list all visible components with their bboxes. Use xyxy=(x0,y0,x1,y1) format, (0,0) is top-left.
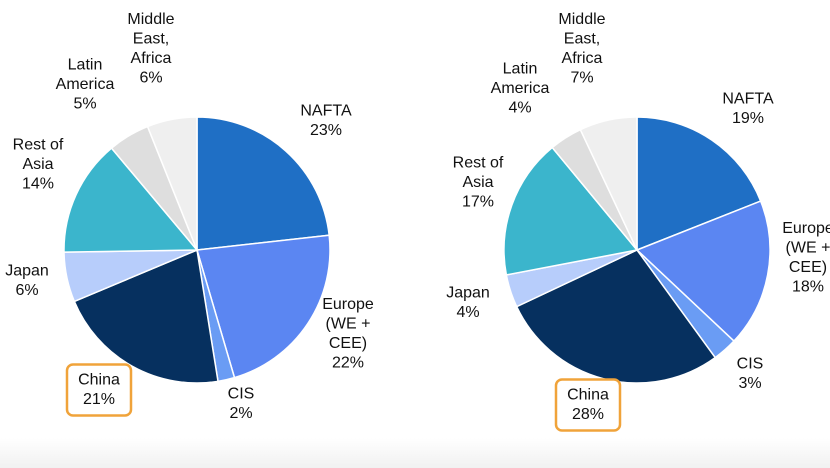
slice-name-line: Rest of xyxy=(453,155,504,172)
slice-label-japan: Japan 6% xyxy=(5,262,49,299)
slice-label-china: China 21% xyxy=(78,371,120,408)
slice-name-line: America xyxy=(491,80,550,97)
pie-slice-rest-of-asia xyxy=(63,147,199,253)
slice-label-europe: Europe (WE + CEE) 18% xyxy=(782,220,830,295)
slice-label-china: China 28% xyxy=(567,386,609,423)
slice-percent: 22% xyxy=(332,354,364,371)
slice-name-line: CIS xyxy=(737,355,764,372)
pie-slice-europe xyxy=(635,200,771,343)
slice-percent: 6% xyxy=(139,69,162,86)
pie-chart-right: NAFTA 19% Europe (WE + CEE) 18% CIS 3% China 28% J… xyxy=(446,11,830,432)
pie-slice-nafta xyxy=(636,116,762,252)
slice-label-nafta: NAFTA 23% xyxy=(300,102,352,139)
slice-name-line: (WE + xyxy=(326,315,371,332)
slice-name-line: CEE) xyxy=(789,259,827,276)
slice-name-line: NAFTA xyxy=(722,90,774,107)
slice-name-line: (WE + xyxy=(786,239,830,256)
slice-label-rest-of-asia: Rest of Asia 14% xyxy=(13,137,64,193)
slice-name-line: Africa xyxy=(562,50,603,67)
slice-name-line: NAFTA xyxy=(300,102,352,119)
slice-label-japan: Japan 4% xyxy=(446,284,490,321)
slice-name-line: Middle xyxy=(127,11,174,28)
slice-label-latin-america: Latin America 4% xyxy=(491,61,550,117)
slice-label-latin-america: Latin America 5% xyxy=(56,57,115,113)
slice-name-line: CIS xyxy=(228,385,255,402)
pie-slice-rest-of-asia xyxy=(503,146,639,276)
slice-name-line: Latin xyxy=(503,61,538,78)
slice-percent: 28% xyxy=(572,406,604,423)
slice-percent: 7% xyxy=(570,69,593,86)
pie-slice-middle-east-africa xyxy=(579,116,638,251)
slice-name-line: Africa xyxy=(131,50,172,67)
slice-name-line: Middle xyxy=(558,11,605,28)
slice-label-middle-east-africa: Middle East, Africa 7% xyxy=(558,11,605,87)
pie-slice-europe xyxy=(196,234,331,379)
slice-name-line: China xyxy=(78,371,120,388)
slice-name-line: Latin xyxy=(68,57,103,74)
slice-percent: 17% xyxy=(462,194,494,211)
slice-percent: 2% xyxy=(229,405,252,422)
slice-name-line: CEE) xyxy=(329,335,367,352)
slice-name-line: Rest of xyxy=(13,137,64,154)
slice-label-cis: CIS 2% xyxy=(228,385,255,422)
slice-name-line: Japan xyxy=(446,284,490,301)
slice-name-line: Asia xyxy=(462,174,493,191)
slice-percent: 6% xyxy=(15,282,38,299)
slice-label-nafta: NAFTA 19% xyxy=(722,90,774,127)
slice-name-line: Asia xyxy=(22,156,53,173)
slice-name-line: East, xyxy=(564,30,600,47)
slice-label-europe: Europe (WE + CEE) 22% xyxy=(322,296,374,372)
slice-name-line: East, xyxy=(133,30,169,47)
slice-name-line: Europe xyxy=(322,296,374,313)
slice-percent: 4% xyxy=(456,304,479,321)
slice-name-line: America xyxy=(56,76,115,93)
bottom-fade xyxy=(0,438,830,468)
slice-percent: 23% xyxy=(310,122,342,139)
slice-percent: 19% xyxy=(732,110,764,127)
slice-name-line: Europe xyxy=(782,220,830,237)
pie-slice-china xyxy=(73,248,219,384)
slice-label-rest-of-asia: Rest of Asia 17% xyxy=(453,155,504,211)
highlight-box-china xyxy=(554,378,622,432)
pie-slice-middle-east-africa xyxy=(146,116,198,251)
slice-name-line: Japan xyxy=(5,262,49,279)
slice-percent: 3% xyxy=(738,375,761,392)
pie-chart-left: NAFTA 23% Europe (WE + CEE) 22% CIS 2% China 21% J… xyxy=(5,11,374,422)
pie-slice-nafta xyxy=(196,116,331,251)
highlight-box-china xyxy=(65,363,133,417)
slice-percent: 21% xyxy=(83,391,115,408)
slice-percent: 18% xyxy=(792,278,824,295)
slice-percent: 5% xyxy=(73,96,96,113)
slice-label-cis: CIS 3% xyxy=(737,355,764,392)
slice-percent: 4% xyxy=(508,100,531,117)
slice-name-line: China xyxy=(567,386,609,403)
slice-label-middle-east-africa: Middle East, Africa 6% xyxy=(127,11,174,87)
slice-percent: 14% xyxy=(22,176,54,193)
